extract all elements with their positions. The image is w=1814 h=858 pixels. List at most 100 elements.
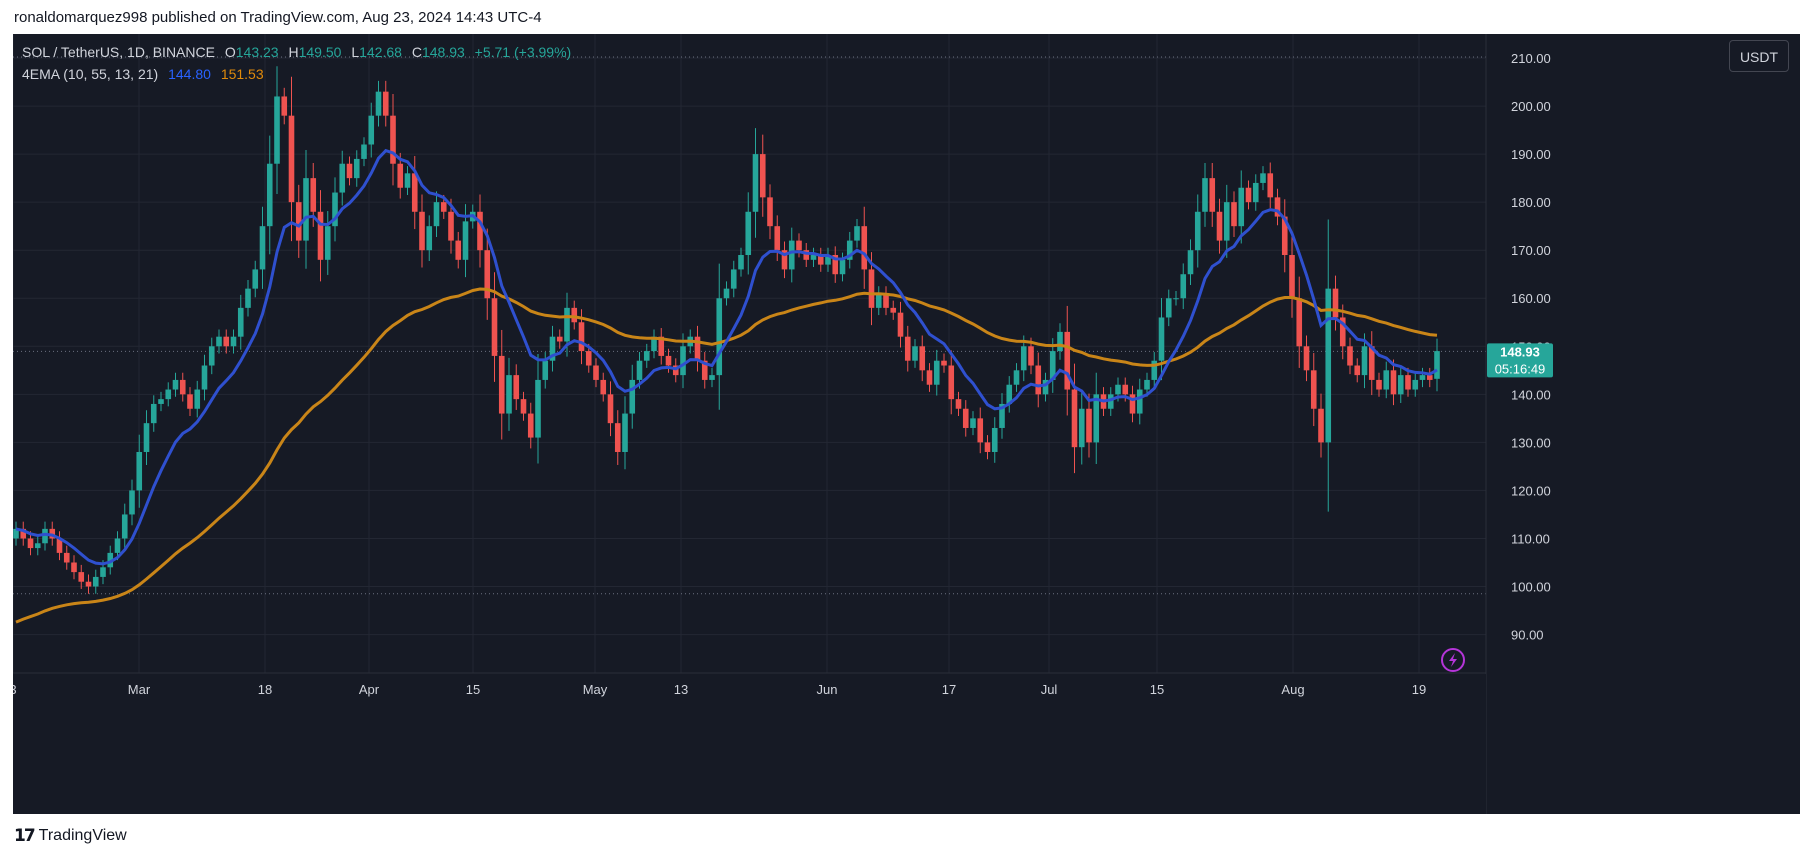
candle-body — [100, 567, 106, 577]
candle-body — [658, 336, 665, 356]
candle-body — [593, 365, 599, 380]
time-axis: 3 Mar 18 Apr 15 May 13 Jun 17 Jul 15 Aug 19 — [13, 682, 1426, 697]
candle-body — [462, 221, 469, 260]
candle-body — [535, 379, 541, 438]
candle-body — [56, 538, 63, 553]
candle-body — [165, 389, 172, 400]
candle-body — [506, 375, 512, 414]
candle-body — [477, 211, 483, 251]
candle-body — [208, 346, 215, 366]
candle-body — [571, 307, 578, 323]
time-tick-label: Mar — [128, 682, 151, 697]
candle-body — [868, 269, 875, 308]
price-tick-label: 160.00 — [1511, 291, 1551, 306]
candle-body — [527, 413, 534, 438]
candle-body — [1397, 375, 1404, 395]
candle-body — [759, 154, 766, 198]
candle-body — [1049, 351, 1056, 380]
candle-body — [20, 528, 27, 539]
candle-body — [187, 394, 193, 409]
candle-body — [941, 360, 947, 366]
candle-body — [404, 173, 411, 188]
price-tick-label: 130.00 — [1511, 435, 1551, 450]
price-tick-label: 100.00 — [1511, 580, 1551, 595]
candle-body — [143, 423, 150, 452]
lightning-icon[interactable] — [1441, 648, 1465, 672]
candle-body — [723, 288, 730, 299]
candle-body — [1209, 178, 1216, 212]
candle-body — [680, 346, 686, 376]
candle-body — [1231, 202, 1237, 227]
candle-body — [1187, 250, 1194, 275]
published-info: ronaldomarquez998 published on TradingVi… — [14, 9, 542, 26]
candle-body — [114, 538, 121, 553]
candle-body — [730, 269, 737, 289]
candle-body — [1376, 379, 1382, 390]
candle-body — [1347, 346, 1353, 366]
candle-body — [498, 355, 505, 414]
candle-body — [27, 538, 34, 549]
candle-body — [1064, 331, 1071, 390]
candle-body — [223, 336, 230, 347]
time-tick-label: 19 — [1412, 682, 1426, 697]
candle-body — [85, 581, 92, 587]
candle-body — [216, 336, 222, 347]
candle-body — [13, 528, 19, 539]
price-tick-label: 210.00 — [1511, 51, 1551, 66]
candle-body — [230, 336, 237, 347]
candle-body — [1260, 173, 1266, 183]
time-tick-label: Jun — [817, 682, 838, 697]
candle-body — [121, 514, 128, 539]
candle-body — [353, 158, 360, 179]
candle-body — [448, 211, 454, 241]
chart-frame[interactable]: 90.00100.00110.00120.00130.00140.00150.0… — [13, 34, 1800, 814]
candle-body — [817, 255, 824, 265]
candle-body — [172, 379, 179, 390]
candle-body — [788, 240, 795, 270]
candle-body — [1086, 408, 1092, 443]
candle-body — [919, 346, 926, 371]
candle-body — [1158, 317, 1165, 361]
candle-body — [179, 379, 186, 395]
indicator-legend: 4EMA (10, 55, 13, 21) 144.80 151.53 — [22, 66, 264, 82]
candle-body — [1194, 211, 1201, 251]
candle-body — [832, 255, 839, 275]
candle-body — [1281, 216, 1288, 256]
candle-body — [556, 336, 563, 342]
candle-body — [288, 115, 295, 203]
tradingview-logo-icon: 𝟭𝟳 — [14, 826, 36, 845]
high-value: 149.50 — [298, 44, 342, 60]
candle-body — [1274, 197, 1281, 217]
candle-body — [346, 163, 353, 179]
candle-body — [390, 115, 396, 164]
candle-body — [1318, 408, 1324, 443]
candle-body — [245, 288, 251, 308]
candle-body — [361, 144, 367, 159]
currency-button[interactable]: USDT — [1729, 40, 1789, 72]
candle-body — [767, 197, 773, 227]
time-tick-label: 3 — [13, 682, 17, 697]
candle-body — [78, 572, 85, 582]
close-label: C — [411, 44, 422, 60]
candle-body — [303, 178, 309, 241]
candle-body — [991, 427, 998, 452]
candle-body — [1042, 379, 1049, 395]
candle-body — [600, 379, 607, 395]
candle-body — [1122, 384, 1129, 395]
candle-body — [904, 336, 911, 361]
candle-body — [295, 202, 302, 241]
candle-body — [839, 259, 846, 275]
candle-body — [237, 307, 244, 337]
candle-body — [1165, 298, 1172, 318]
candle-body — [1078, 408, 1085, 448]
candle-body — [1020, 346, 1027, 371]
indicator-name: 4EMA (10, 55, 13, 21) — [22, 66, 159, 82]
time-tick-label: Jul — [1041, 682, 1058, 697]
candle-body — [803, 250, 810, 260]
ema-fast-value: 144.80 — [168, 66, 211, 82]
candle-body — [274, 96, 280, 164]
candle-body — [694, 336, 701, 361]
candlestick-chart[interactable]: 90.00100.00110.00120.00130.00140.00150.0… — [13, 34, 1800, 814]
candle-body — [1310, 370, 1317, 409]
price-tick-label: 120.00 — [1511, 483, 1551, 498]
